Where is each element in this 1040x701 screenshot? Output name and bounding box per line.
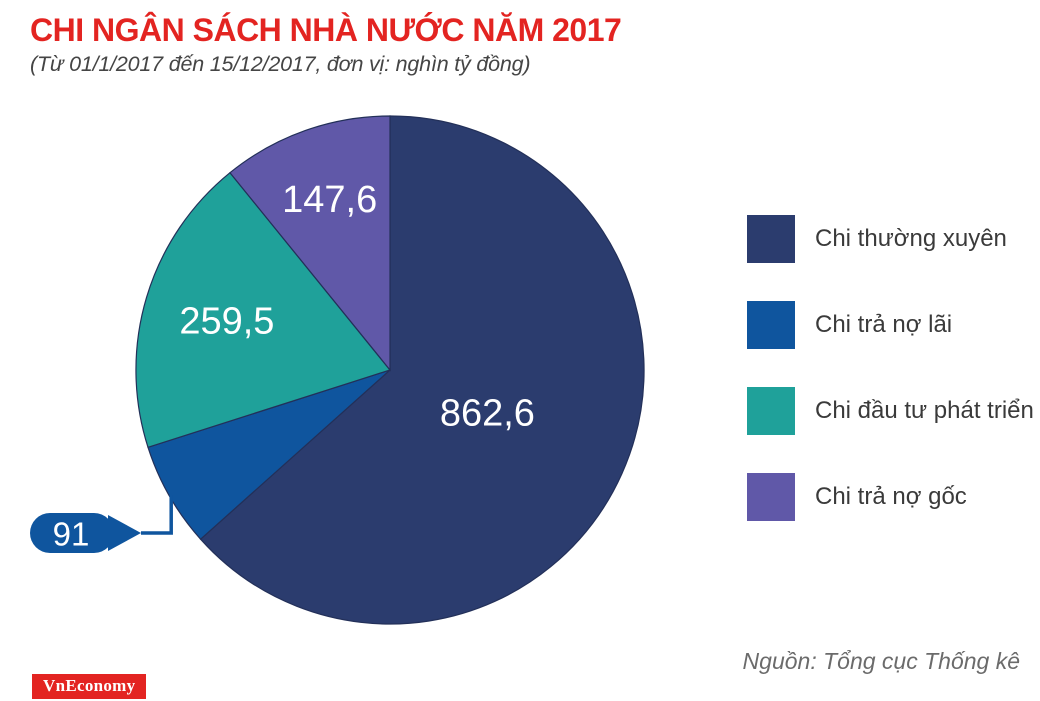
pie-value-label: 259,5 xyxy=(179,300,274,342)
page-title: CHI NGÂN SÁCH NHÀ NƯỚC NĂM 2017 xyxy=(30,12,622,48)
legend-label: Chi trả nợ gốc xyxy=(815,483,967,510)
page-subtitle: (Từ 01/1/2017 đến 15/12/2017, đơn vị: ng… xyxy=(30,52,531,76)
callout-leader-line xyxy=(141,495,173,535)
pie-value-label: 147,6 xyxy=(282,179,377,221)
legend: Chi thường xuyên Chi trả nợ lãi Chi đầu tư… xyxy=(747,215,1034,521)
legend-swatch xyxy=(747,387,795,435)
pie-slice-0 xyxy=(199,115,645,625)
legend-item-2: Chi đầu tư phát triển xyxy=(747,387,1034,435)
vneconomy-logo: VnEconomy xyxy=(32,674,147,699)
callout-pill: 91 xyxy=(30,513,141,553)
legend-item-3: Chi trả nợ gốc xyxy=(747,473,1034,521)
pie-slice-2 xyxy=(135,171,392,449)
legend-swatch xyxy=(747,215,795,263)
legend-swatch xyxy=(747,473,795,521)
source-note: Nguồn: Tổng cục Thống kê xyxy=(742,648,1020,674)
callout-value-label: 91 xyxy=(53,516,90,553)
pie-value-label: 862,6 xyxy=(440,393,535,435)
legend-label: Chi trả nợ lãi xyxy=(815,311,953,338)
legend-item-0: Chi thường xuyên xyxy=(747,215,1034,263)
pie-slice-3 xyxy=(229,115,391,372)
legend-label: Chi thường xuyên xyxy=(815,225,1007,252)
legend-label: Chi đầu tư phát triển xyxy=(815,397,1034,424)
legend-swatch xyxy=(747,301,795,349)
legend-item-1: Chi trả nợ lãi xyxy=(747,301,1034,349)
